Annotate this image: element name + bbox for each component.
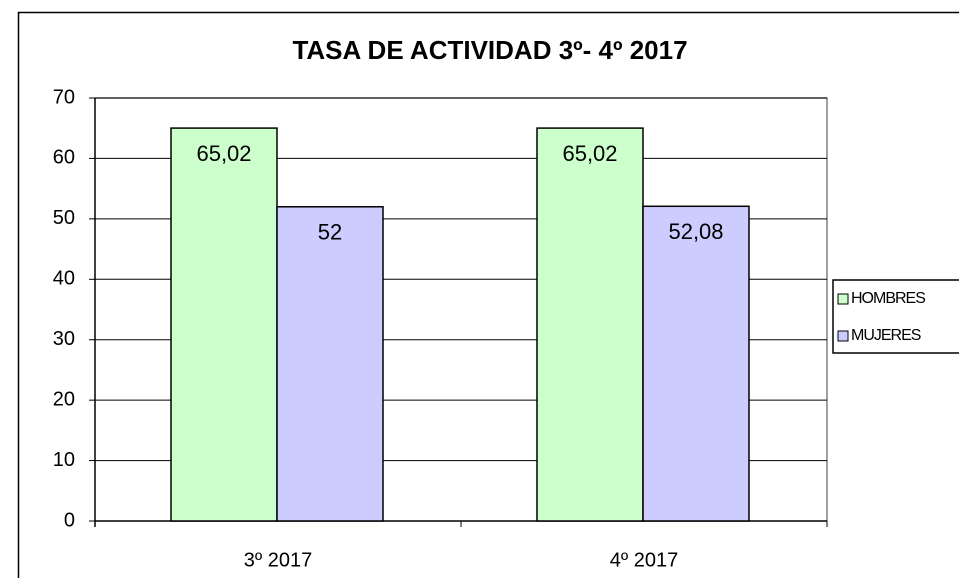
data-label: 52 (318, 220, 342, 245)
legend-swatch (837, 293, 849, 305)
y-tick-label: 30 (53, 328, 75, 350)
chart-border (17, 11, 959, 578)
y-tick-label: 0 (64, 509, 75, 531)
y-tick-label: 20 (53, 388, 75, 410)
data-label: 65,02 (562, 141, 617, 166)
x-tick-label: 3º 2017 (244, 549, 312, 571)
legend-box (832, 279, 959, 354)
bar (642, 205, 750, 522)
y-tick-label: 40 (53, 268, 75, 290)
y-tick-label: 10 (53, 449, 75, 471)
bar (276, 206, 384, 522)
y-tick-label: 60 (53, 147, 75, 169)
x-tick-label: 4º 2017 (610, 549, 678, 571)
legend-label: MUJERES (851, 327, 921, 344)
y-tick-label: 50 (53, 207, 75, 229)
data-label: 52,08 (668, 219, 723, 244)
legend-label: HOMBRES (851, 290, 925, 307)
data-label: 65,02 (196, 141, 251, 166)
chart-title: TASA DE ACTIVIDAD 3º- 4º 2017 (292, 35, 687, 65)
legend-swatch (837, 330, 849, 342)
bar (170, 127, 278, 522)
bar (536, 127, 644, 522)
y-tick-label: 70 (53, 86, 75, 108)
